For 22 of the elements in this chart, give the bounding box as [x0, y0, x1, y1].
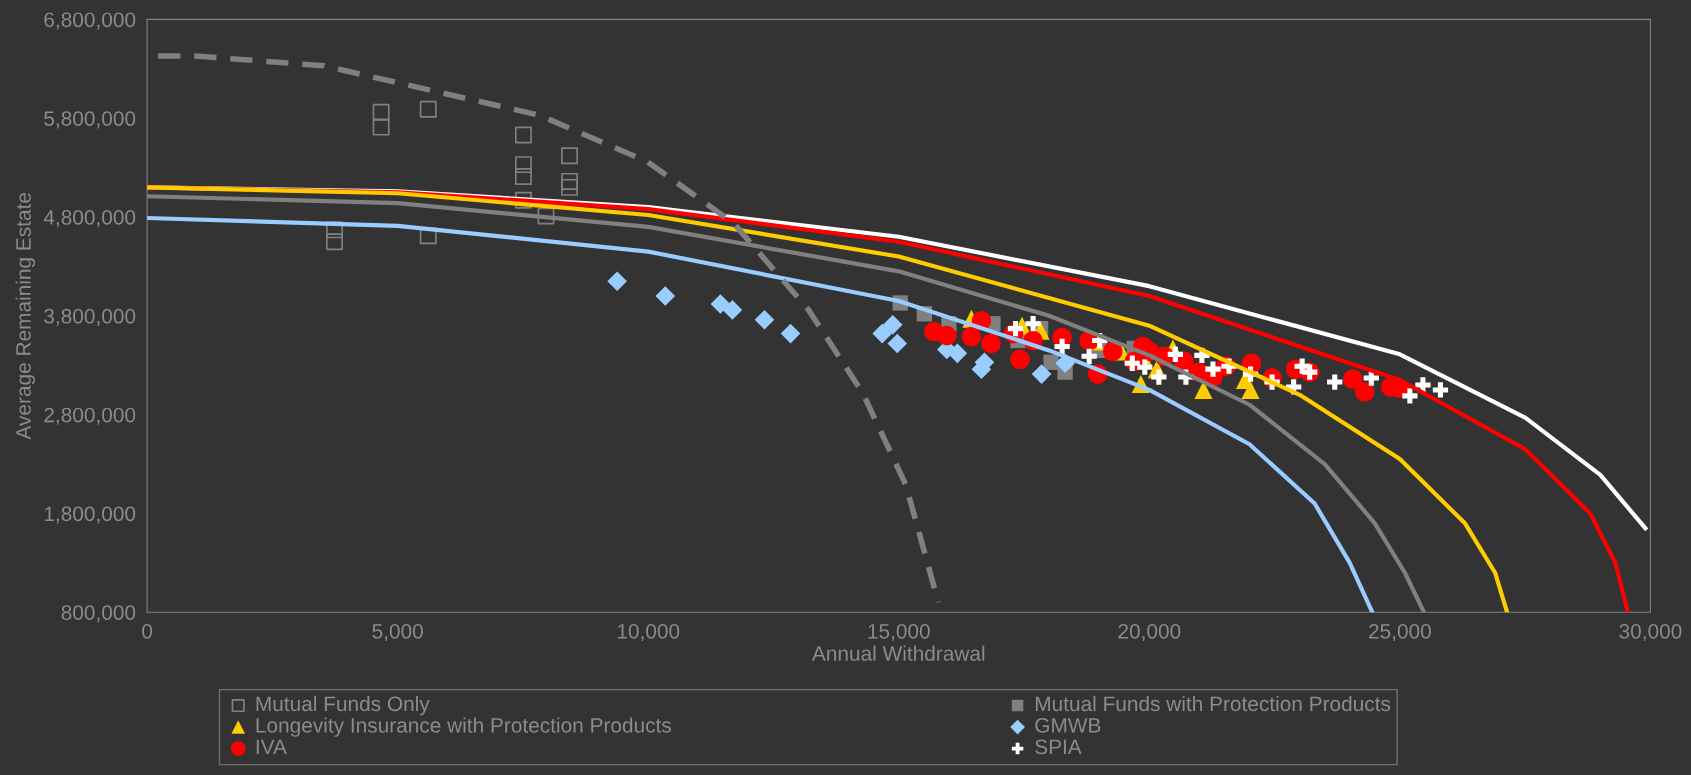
x-tick-label: 25,000 [1369, 623, 1431, 642]
legend-label: Mutual Funds Only [256, 695, 430, 716]
x-tick-label: 20,000 [1118, 623, 1181, 642]
legend-label: IVA [256, 739, 287, 755]
x-tick-label: 10,000 [617, 623, 680, 642]
legend-label: SPIA [1035, 739, 1082, 755]
x-axis-title: Annual Withdrawal [811, 645, 985, 661]
y-tick-label: 1,800,000 [44, 506, 136, 524]
x-tick-label: 5,000 [372, 623, 423, 642]
legend-label: GMWB [1035, 717, 1101, 733]
x-tick-label: 15,000 [868, 623, 930, 642]
y-axis-title: Average Remaining Estate [15, 193, 35, 440]
y-tick-label: 5,800,000 [44, 111, 136, 129]
y-tick-label: 4,800,000 [43, 210, 136, 228]
y-tick-label: 6,800,000 [44, 12, 136, 30]
x-tick-label: 30,000 [1619, 623, 1682, 642]
legend-label: Mutual Funds with Protection Products [1035, 695, 1391, 712]
y-tick-label: 800,000 [61, 605, 136, 623]
y-tick-label: 2,800,000 [44, 407, 136, 425]
legend-label: Longevity Insurance with Protection Products [256, 717, 672, 737]
x-tick-label: 0 [142, 623, 153, 639]
y-tick-label: 3,800,000 [44, 308, 136, 327]
